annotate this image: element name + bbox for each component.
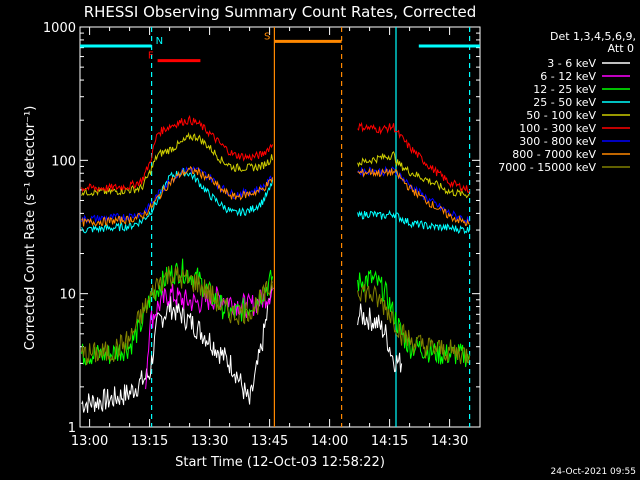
series-lines (81, 114, 471, 413)
x-tick-label: 14:00 (311, 434, 348, 449)
y-tick-label: 100 (51, 154, 76, 169)
series-line-1 (145, 283, 274, 390)
series-line-7 (81, 165, 470, 227)
timestamp: 24-Oct-2021 09:55 (551, 467, 636, 477)
legend-label: 50 - 100 keV (526, 109, 596, 122)
plot-frame (79, 26, 481, 428)
legend-label: 12 - 25 keV (533, 83, 596, 96)
y-axis: 1 10 100 1000 (43, 21, 480, 436)
series-line-5 (81, 114, 471, 194)
legend-label: 100 - 300 keV (519, 122, 596, 135)
x-axis-label: Start Time (12-Oct-03 12:58:22) (175, 455, 385, 470)
legend-label: 800 - 7000 keV (512, 148, 596, 161)
y-tick-label: 10 (59, 288, 76, 303)
y-axis-label: Corrected Count Rate (s⁻¹ detector⁻¹) (23, 106, 38, 351)
series-line-0 (81, 281, 403, 413)
attenuator-note: Att 0 (608, 42, 634, 55)
series-line-4 (81, 131, 470, 199)
legend-label: 6 - 12 keV (540, 70, 596, 83)
x-tick-label: 13:15 (131, 434, 168, 449)
flag-label-F: F (148, 51, 154, 62)
flag-bars: NF S (80, 31, 480, 63)
series-line-3 (81, 167, 471, 235)
x-tick-label: 13:00 (71, 434, 108, 449)
flag-label-N: N (156, 36, 163, 47)
x-tick-label: 14:15 (371, 434, 408, 449)
legend-label: 3 - 6 keV (547, 57, 596, 70)
x-tick-label: 13:30 (191, 434, 228, 449)
flag-label-S: S (264, 31, 270, 42)
y-tick-label: 1000 (43, 21, 76, 36)
x-axis: 13:00 13:15 13:30 13:45 14:00 14:15 14:30 (71, 27, 471, 449)
detector-note: Det 1,3,4,5,6,9, (550, 30, 636, 43)
series-line-8 (81, 266, 471, 366)
legend-label: 7000 - 15000 keV (498, 161, 596, 174)
chart-title: RHESSI Observing Summary Count Rates, Co… (84, 3, 477, 21)
legend-label: 300 - 800 keV (519, 135, 596, 148)
y-tick-label: 1 (68, 421, 76, 436)
x-tick-label: 13:45 (251, 434, 288, 449)
x-tick-label: 14:30 (431, 434, 468, 449)
legend-label: 25 - 50 keV (533, 96, 596, 109)
